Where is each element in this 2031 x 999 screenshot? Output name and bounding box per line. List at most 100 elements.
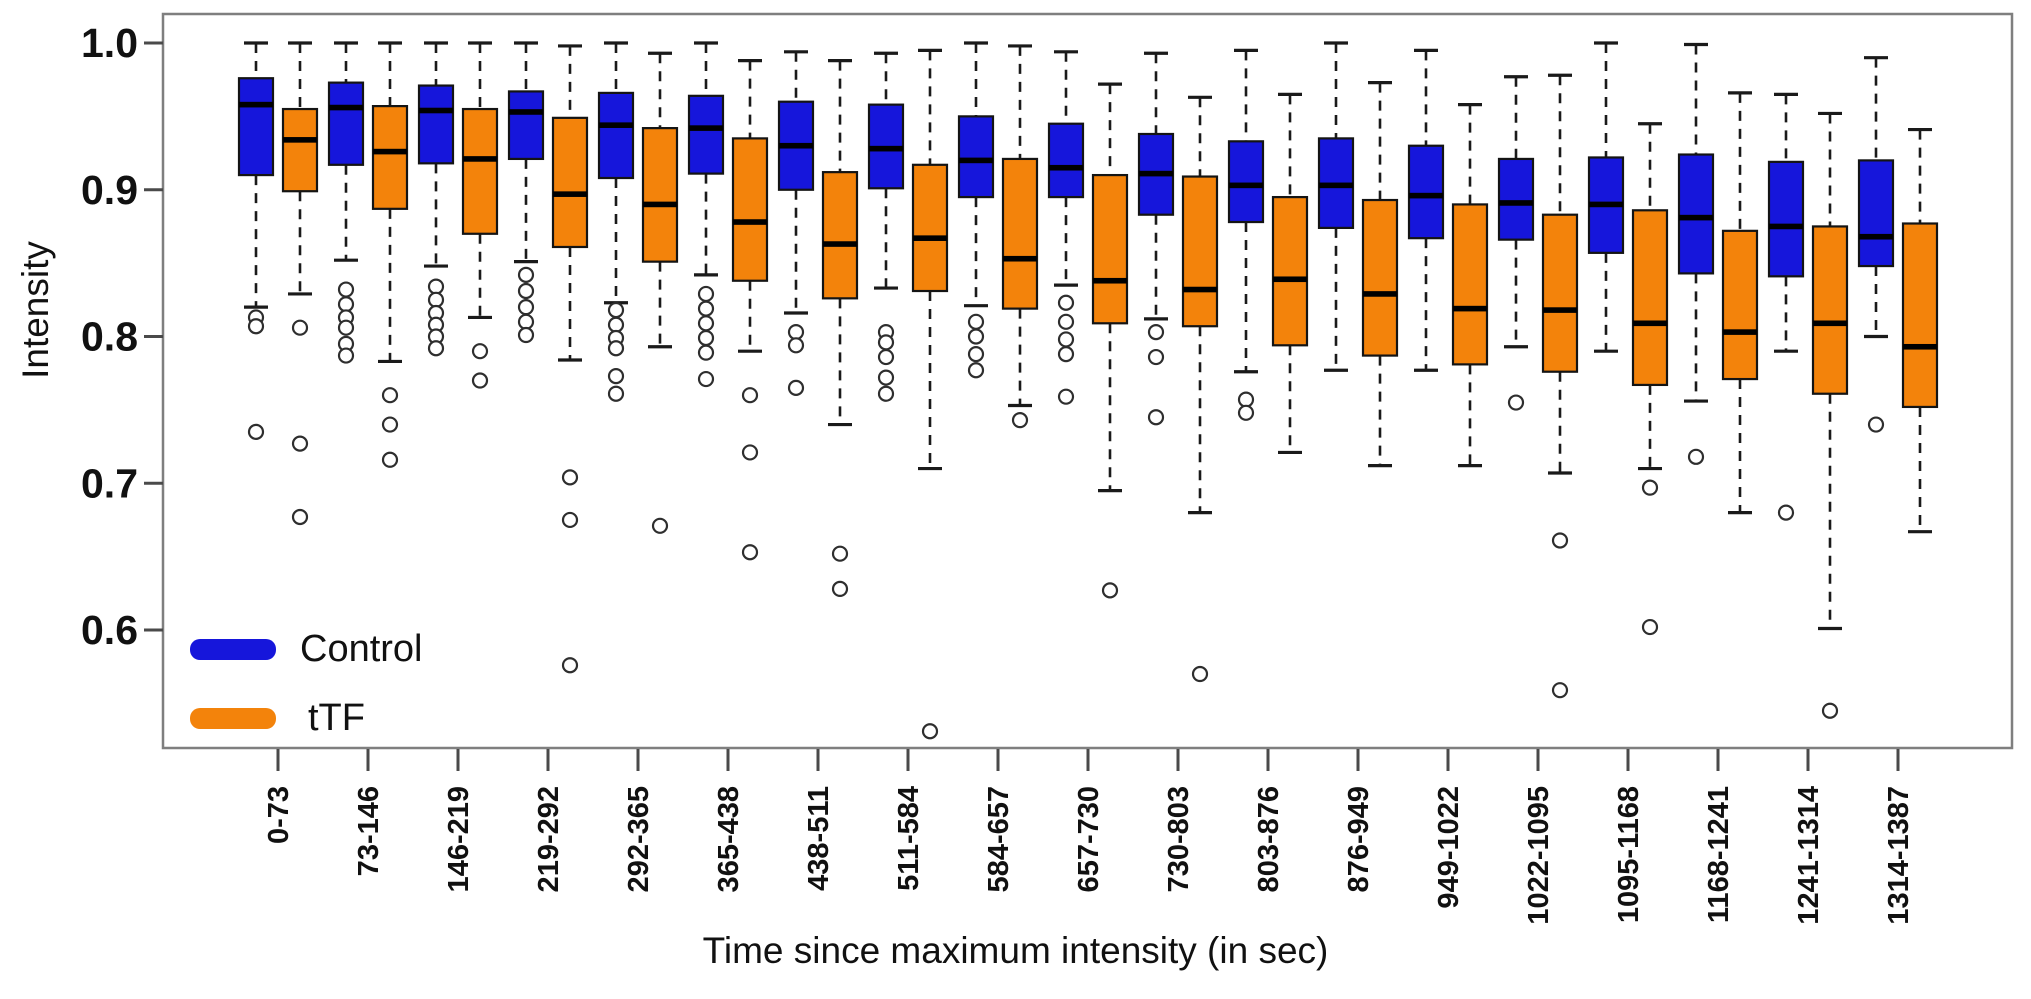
box-control-3-median xyxy=(509,109,543,115)
box-ttf-0-outlier-point xyxy=(291,435,309,452)
box-ttf-18-median xyxy=(1903,343,1937,350)
box-ttf-17 xyxy=(1811,225,1849,395)
box-control-4-outlier-point xyxy=(607,301,625,319)
x-axis-title: Time since maximum intensity (in sec) xyxy=(702,930,1329,971)
box-control-1-outlier-point xyxy=(337,281,355,298)
box-ttf-5-outlier-point xyxy=(741,387,759,404)
y-tick-label: 0.9 xyxy=(81,167,138,213)
box-control-4-outlier-point xyxy=(607,340,625,357)
box-control-16-outlier-point xyxy=(1687,448,1705,465)
legend-swatch-control xyxy=(190,639,276,660)
box-control-5 xyxy=(687,94,725,175)
box-control-0-median xyxy=(239,101,273,108)
box-control-7-median xyxy=(869,145,903,152)
box-ttf-5-outlier-point xyxy=(741,544,759,561)
box-ttf-4 xyxy=(641,127,679,263)
box-ttf-0-outlier-point xyxy=(291,319,309,336)
box-ttf-3-median xyxy=(553,191,587,197)
y-tick-label: 1.0 xyxy=(81,20,138,66)
box-control-18 xyxy=(1857,159,1895,268)
box-ttf-2-outlier-point xyxy=(471,372,489,389)
box-ttf-7-median xyxy=(913,235,947,241)
box-control-13 xyxy=(1407,144,1445,240)
box-ttf-18 xyxy=(1901,222,1939,409)
box-control-11 xyxy=(1227,140,1265,224)
x-tick-label: 511-584 xyxy=(893,786,925,891)
box-control-7-outlier-point xyxy=(877,369,895,386)
box-control-5-outlier-point xyxy=(697,329,715,347)
x-tick-label: 438-511 xyxy=(803,786,835,891)
x-tick-label: 1022-1095 xyxy=(1523,786,1555,925)
box-control-17 xyxy=(1767,160,1805,278)
box-ttf-2-median xyxy=(463,156,497,162)
box-ttf-17-outlier-point xyxy=(1821,702,1839,719)
box-ttf-11-median xyxy=(1273,276,1307,283)
box-control-5-outlier-point xyxy=(697,285,715,303)
x-tick-label: 657-730 xyxy=(1073,786,1105,892)
x-tick-label: 1241-1314 xyxy=(1793,786,1825,925)
box-control-6-median xyxy=(779,142,813,149)
box-control-3-outlier-point xyxy=(517,299,535,316)
box-control-8-median xyxy=(959,157,993,164)
box-ttf-8-median xyxy=(1003,255,1037,262)
legend-label-control: Control xyxy=(300,628,423,670)
x-tick-label: 876-949 xyxy=(1343,786,1375,892)
y-tick-label: 0.8 xyxy=(81,314,138,360)
box-control-9-outlier-point xyxy=(1057,294,1075,311)
box-ttf-12 xyxy=(1361,198,1399,357)
box-control-1-outlier-point xyxy=(337,296,355,313)
box-control-0 xyxy=(237,77,275,177)
legend-item-ttf: tTF xyxy=(190,697,423,740)
box-ttf-10-outlier-point xyxy=(1191,665,1209,683)
box-control-6-outlier-point xyxy=(787,337,805,354)
box-ttf-14-outlier-point xyxy=(1551,532,1569,549)
box-ttf-13 xyxy=(1451,203,1489,366)
box-ttf-10-median xyxy=(1183,286,1217,293)
box-control-9-outlier-point xyxy=(1057,331,1075,348)
box-ttf-6-median xyxy=(823,241,857,247)
box-ttf-1 xyxy=(371,105,409,210)
box-control-11-outlier-point xyxy=(1237,391,1255,408)
x-tick-label: 146-219 xyxy=(443,786,475,892)
box-ttf-12-median xyxy=(1363,291,1397,297)
box-ttf-1-outlier-point xyxy=(381,451,399,468)
box-control-9-outlier-point xyxy=(1057,388,1075,405)
box-ttf-9-outlier-point xyxy=(1101,582,1119,599)
box-ttf-13-median xyxy=(1453,305,1487,312)
box-ttf-11 xyxy=(1271,195,1309,347)
box-ttf-3-outlier-point xyxy=(561,657,579,674)
x-tick-label: 1314-1387 xyxy=(1883,786,1915,925)
box-control-8-outlier-point xyxy=(967,313,985,330)
box-control-3-outlier-point xyxy=(517,313,535,330)
box-ttf-3-outlier-point xyxy=(561,511,579,529)
box-control-1-outlier-point xyxy=(337,319,355,336)
box-control-11-median xyxy=(1229,182,1263,189)
box-control-9-outlier-point xyxy=(1057,346,1075,363)
legend-label-ttf: tTF xyxy=(308,697,365,739)
box-ttf-1-outlier-point xyxy=(381,387,399,404)
box-control-10-outlier-point xyxy=(1147,348,1165,366)
box-ttf-2-outlier-point xyxy=(471,343,489,360)
box-ttf-5-median xyxy=(733,219,767,225)
box-control-15-median xyxy=(1589,201,1623,208)
box-control-16 xyxy=(1677,153,1715,275)
x-tick-label: 803-876 xyxy=(1253,786,1285,892)
box-ttf-16-median xyxy=(1723,329,1757,335)
box-ttf-3 xyxy=(551,116,589,249)
box-control-8-outlier-point xyxy=(967,362,985,379)
box-ttf-5-outlier-point xyxy=(741,444,759,461)
box-ttf-0 xyxy=(281,107,319,193)
box-control-12-median xyxy=(1319,182,1353,189)
box-control-3-outlier-point xyxy=(517,326,535,344)
box-control-5-outlier-point xyxy=(697,315,715,332)
x-tick-label: 219-292 xyxy=(533,786,565,892)
box-ttf-5 xyxy=(731,137,769,282)
box-control-2-outlier-point xyxy=(427,291,445,308)
box-ttf-2 xyxy=(461,107,499,235)
box-control-18-median xyxy=(1859,233,1893,240)
box-ttf-14-median xyxy=(1543,307,1577,313)
box-control-8-outlier-point xyxy=(967,328,985,345)
box-control-16-median xyxy=(1679,214,1713,221)
box-control-3 xyxy=(507,90,545,161)
